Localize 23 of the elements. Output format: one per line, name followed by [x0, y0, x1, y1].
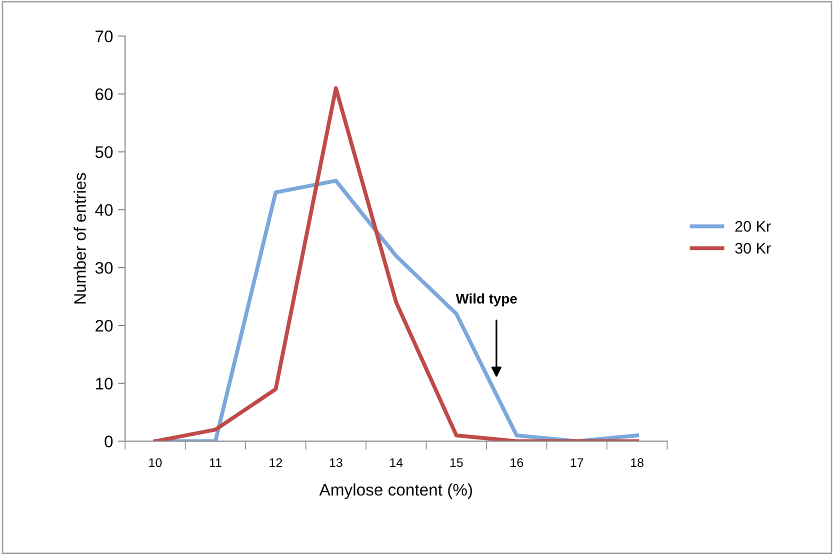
y-tick-label: 60 — [96, 88, 113, 100]
x-tick-label: 17 — [570, 458, 584, 467]
legend-label: 30 Kr — [735, 242, 771, 254]
x-tick-label: 14 — [390, 458, 403, 467]
y-tick-label: 70 — [96, 30, 113, 42]
y-tick-label: 10 — [96, 378, 113, 390]
annotation: Wild type — [456, 293, 517, 306]
y-tick-label: 40 — [95, 204, 113, 216]
x-tick-label: 12 — [270, 458, 282, 467]
y-tick-label: 30 — [95, 262, 113, 274]
x-tick-label: 13 — [330, 458, 342, 468]
y-axis-title: Number of entries — [74, 173, 86, 304]
y-tick-label: 50 — [95, 146, 113, 158]
y-tick-label: 0 — [104, 436, 113, 448]
x-tick-label: 18 — [631, 458, 644, 468]
x-tick-label: 11 — [210, 458, 222, 467]
x-tick-label: 16 — [510, 458, 524, 468]
legend-label: 20 Kr — [735, 220, 771, 232]
y-tick-label: 20 — [96, 320, 113, 332]
x-tick-label: 15 — [450, 458, 463, 468]
line-series — [153, 86, 640, 442]
x-axis-title: Amylose content (%) — [319, 483, 472, 499]
x-tick-label: 10 — [149, 458, 162, 468]
